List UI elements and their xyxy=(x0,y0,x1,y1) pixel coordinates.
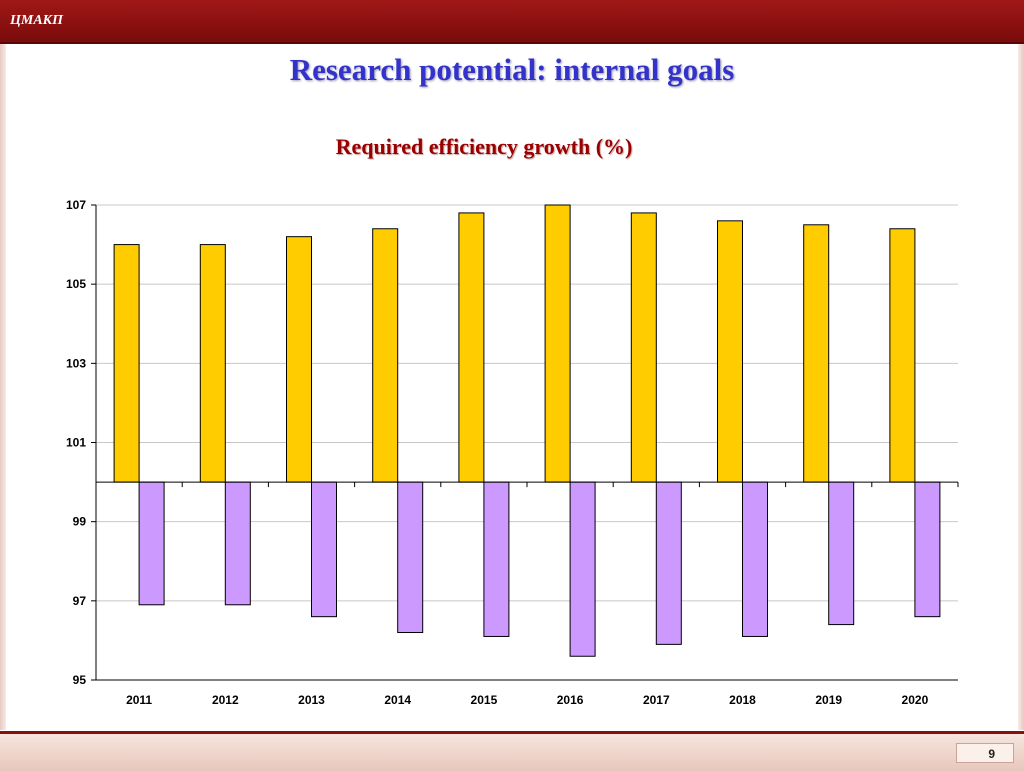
bar-down-2018 xyxy=(742,481,768,637)
bar-up-2011 xyxy=(113,244,140,483)
bar-down-2016 xyxy=(569,481,596,657)
chart-title: Required efficiency growth (%) xyxy=(335,134,633,159)
y-tick-label: 99 xyxy=(73,515,87,529)
bar-down-2015 xyxy=(483,481,510,637)
x-tick-label: 2013 xyxy=(298,693,325,707)
bar-up-2012 xyxy=(199,244,226,483)
slide-title: Research potential: internal goals xyxy=(289,52,735,87)
bar-down-2014 xyxy=(397,481,424,634)
top-bar: ЦМАКП xyxy=(0,0,1024,44)
y-tick-label: 103 xyxy=(66,356,86,370)
frame-right xyxy=(1018,44,1024,730)
x-tick-label: 2014 xyxy=(384,693,411,707)
bar-up-2016 xyxy=(544,204,571,483)
x-tick-label: 2018 xyxy=(729,693,756,707)
y-tick-label: 95 xyxy=(73,673,87,687)
bar-down-2020 xyxy=(914,481,941,618)
bar-up-2019 xyxy=(803,224,830,483)
bar-up-2018 xyxy=(717,220,743,483)
logo: ЦМАКП xyxy=(10,13,64,28)
bar-up-2013 xyxy=(286,236,312,483)
bar-up-2017 xyxy=(630,212,657,483)
bar-down-2011 xyxy=(138,481,165,606)
bar-up-2020 xyxy=(889,228,916,483)
bar-up-2015 xyxy=(458,212,485,483)
bar-down-2019 xyxy=(828,481,855,626)
x-tick-label: 2016 xyxy=(557,693,584,707)
bar-down-2017 xyxy=(655,481,682,645)
bar-down-2012 xyxy=(224,481,251,606)
x-tick-label: 2012 xyxy=(212,693,239,707)
frame-left xyxy=(0,44,6,730)
bottom-bar: 9 xyxy=(0,731,1024,771)
y-tick-label: 107 xyxy=(66,198,86,212)
bar-down-2013 xyxy=(311,481,337,618)
x-tick-label: 2011 xyxy=(126,693,152,707)
page-number: 9 xyxy=(956,743,1014,763)
x-tick-label: 2017 xyxy=(643,693,670,707)
y-tick-label: 105 xyxy=(66,277,86,291)
x-tick-label: 2015 xyxy=(471,693,498,707)
x-tick-label: 2020 xyxy=(902,693,929,707)
x-tick-label: 2019 xyxy=(815,693,842,707)
bar-up-2014 xyxy=(372,228,399,483)
y-tick-label: 101 xyxy=(66,436,86,450)
y-tick-label: 97 xyxy=(73,594,87,608)
